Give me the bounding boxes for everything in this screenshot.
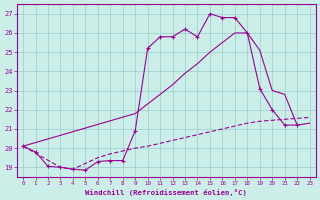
- X-axis label: Windchill (Refroidissement éolien,°C): Windchill (Refroidissement éolien,°C): [85, 189, 247, 196]
